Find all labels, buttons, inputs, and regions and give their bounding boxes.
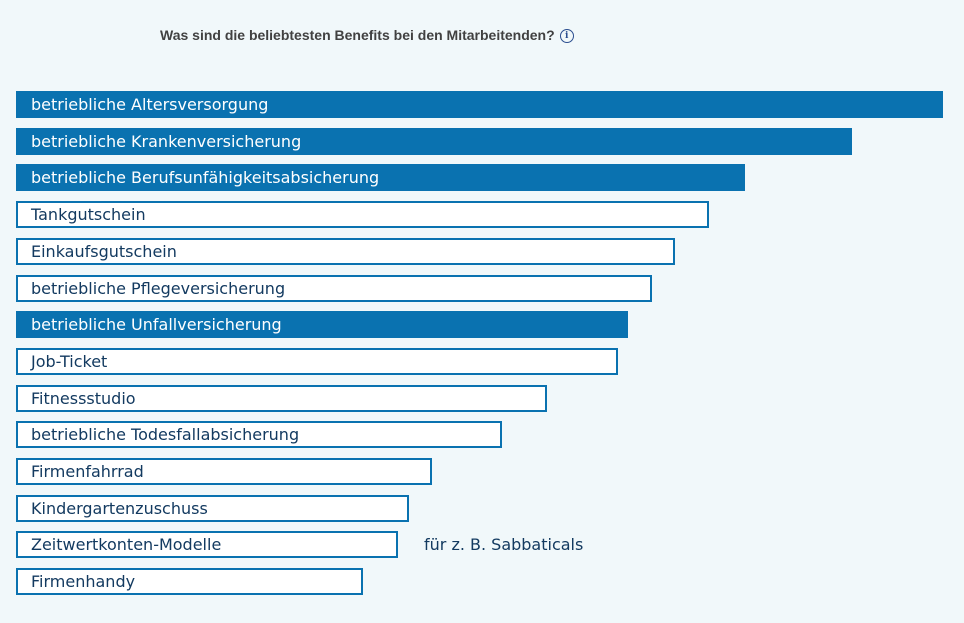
bar-label: betriebliche Krankenversicherung [31,132,302,151]
bar-label: betriebliche Altersversorgung [31,95,269,114]
bar-label: betriebliche Todesfallabsicherung [31,425,300,444]
chart-header: Was sind die beliebtesten Benefits bei d… [160,27,574,43]
bar-label: Firmenhandy [31,572,136,591]
bar-label: Job-Ticket [31,352,108,371]
bar-label: Zeitwertkonten-Modelle [31,535,222,554]
bar-0: betriebliche Altersversorgung [16,91,943,118]
bar-9: betriebliche Todesfallabsicherung [16,421,502,448]
bar-label: betriebliche Pflegeversicherung [31,279,286,298]
bar-label: Tankgutschein [31,205,146,224]
bar-label: betriebliche Unfallversicherung [31,315,282,334]
info-icon[interactable]: i [559,29,574,43]
bar-1: betriebliche Krankenversicherung [16,128,852,155]
bar-label: Kindergartenzuschuss [31,499,208,518]
bar-label: Firmenfahrrad [31,462,144,481]
bar-label: Einkaufsgutschein [31,242,177,261]
bar-4: Einkaufsgutschein [16,238,675,265]
bar-11: Kindergartenzuschuss [16,495,409,522]
chart-title: Was sind die beliebtesten Benefits bei d… [160,27,555,43]
bar-7: Job-Ticket [16,348,618,375]
bar-label: Fitnessstudio [31,389,136,408]
bar-10: Firmenfahrrad [16,458,432,485]
bar-note: für z. B. Sabbaticals [424,535,584,554]
bar-3: Tankgutschein [16,201,709,228]
bar-2: betriebliche Berufsunfähigkeitsabsicheru… [16,164,745,191]
bar-5: betriebliche Pflegeversicherung [16,275,652,302]
bar-6: betriebliche Unfallversicherung [16,311,628,338]
bar-13: Firmenhandy [16,568,363,595]
bar-8: Fitnessstudio [16,385,547,412]
bar-12: Zeitwertkonten-Modelle [16,531,398,558]
bar-label: betriebliche Berufsunfähigkeitsabsicheru… [31,168,380,187]
